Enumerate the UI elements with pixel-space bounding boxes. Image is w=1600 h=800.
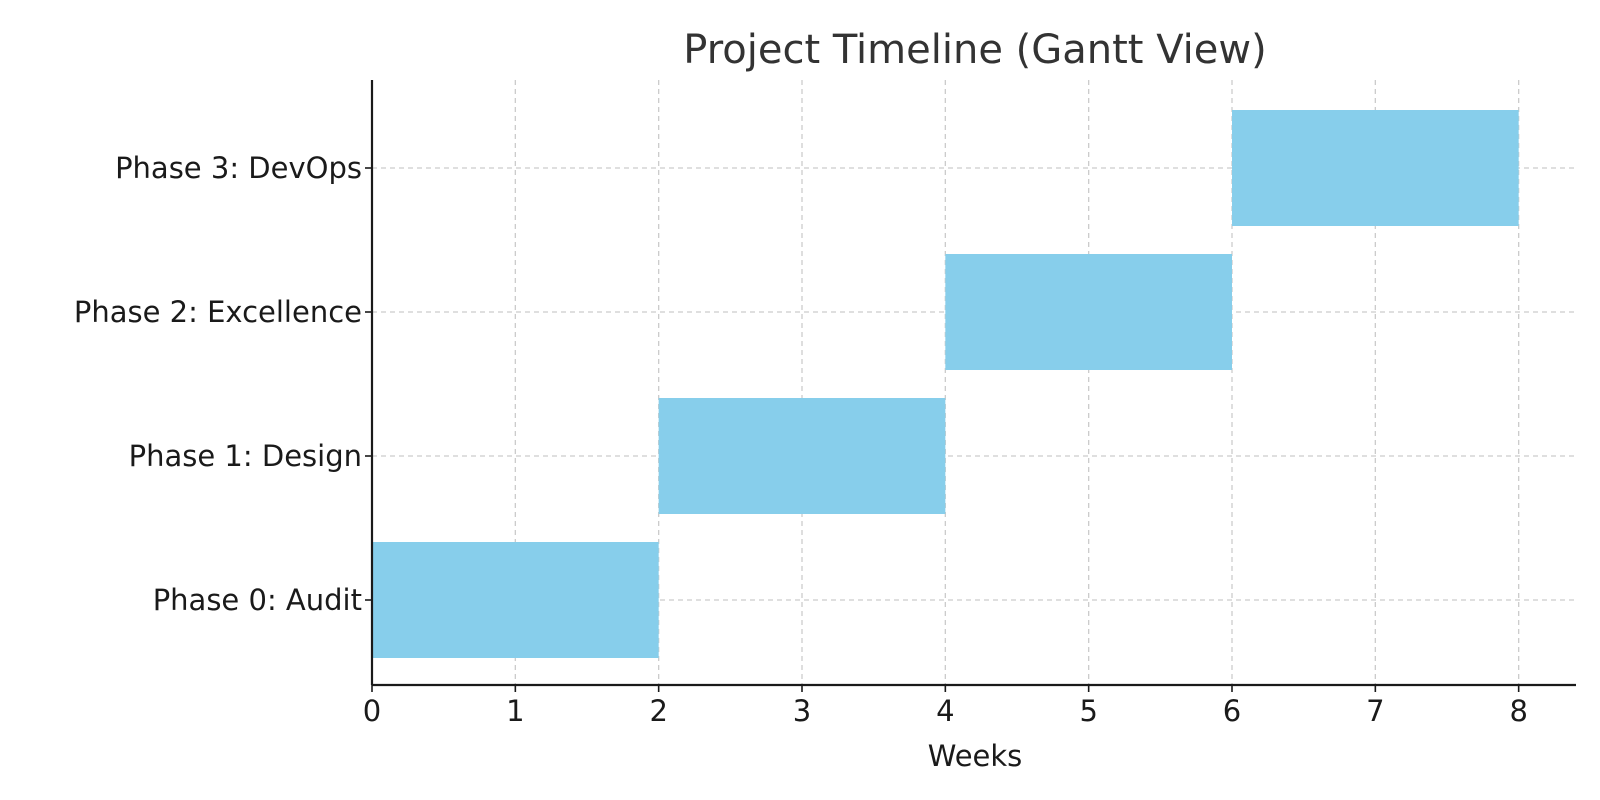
y-tick-label: Phase 3: DevOps <box>115 151 362 185</box>
y-tick-label: Phase 1: Design <box>129 439 362 473</box>
gantt-bar <box>1232 110 1519 226</box>
x-tick-label: 8 <box>1509 694 1527 728</box>
chart-title: Project Timeline (Gantt View) <box>683 27 1266 73</box>
x-tick-label: 0 <box>363 694 381 728</box>
x-axis-label: Weeks <box>928 739 1023 773</box>
y-tick-label: Phase 2: Excellence <box>74 295 362 329</box>
ticks-layer: 0 1 2 3 4 5 6 7 8 Phase 0: Audit Phase 1: Design Ph… <box>74 151 1528 728</box>
x-tick-label: 7 <box>1366 694 1384 728</box>
x-tick-label: 2 <box>649 694 667 728</box>
x-tick-label: 1 <box>506 694 524 728</box>
x-tick-label: 6 <box>1223 694 1241 728</box>
gantt-bar <box>372 542 659 658</box>
x-tick-label: 5 <box>1079 694 1097 728</box>
gantt-bar <box>945 254 1232 370</box>
y-tick-label: Phase 0: Audit <box>153 583 362 617</box>
gantt-bar <box>658 398 946 514</box>
x-tick-label: 4 <box>936 694 954 728</box>
x-tick-label: 3 <box>793 694 811 728</box>
bars-layer <box>372 110 1519 658</box>
